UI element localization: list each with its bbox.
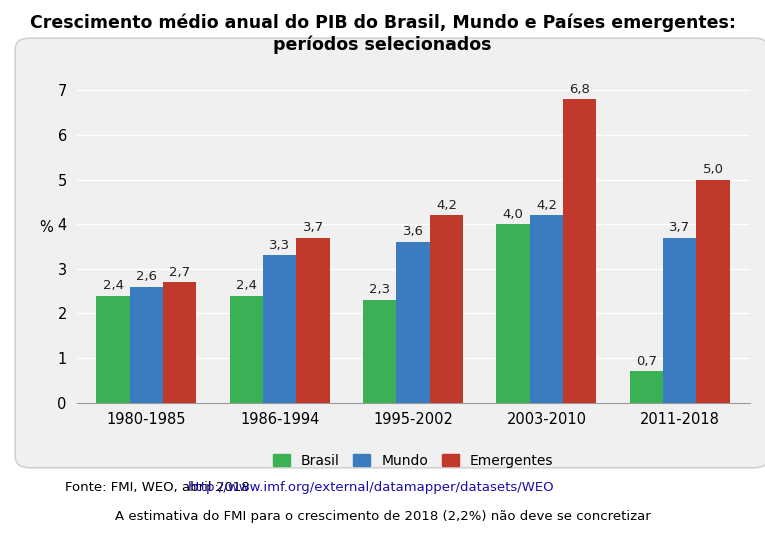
Bar (563, 99, 597, 403)
Text: 2,4: 2,4 (103, 279, 124, 292)
Text: 2,7: 2,7 (169, 265, 190, 279)
Text: 3,6: 3,6 (402, 225, 424, 238)
Text: 4,2: 4,2 (436, 199, 457, 212)
Bar (663, 238, 696, 403)
Text: 4,2: 4,2 (536, 199, 557, 212)
Text: http://www.imf.org/external/datamapper/datasets/WEO: http://www.imf.org/external/datamapper/d… (188, 481, 555, 494)
Text: 2,3: 2,3 (369, 283, 390, 296)
Text: 4,0: 4,0 (503, 208, 523, 220)
Text: 0,7: 0,7 (636, 355, 657, 368)
Bar (496, 224, 529, 403)
Text: A estimativa do FMI para o crescimento de 2018 (2,2%) não deve se concretizar: A estimativa do FMI para o crescimento d… (115, 510, 650, 523)
Text: 3,3: 3,3 (269, 239, 291, 252)
Text: 2,6: 2,6 (136, 270, 157, 283)
Y-axis label: %: % (40, 220, 53, 235)
Bar (630, 372, 663, 403)
Bar (163, 282, 197, 403)
Text: 2,4: 2,4 (236, 279, 257, 292)
Bar (230, 295, 263, 403)
Text: 3,7: 3,7 (302, 221, 324, 234)
Bar (430, 215, 463, 403)
Bar (363, 300, 396, 403)
Text: 3,7: 3,7 (669, 221, 690, 234)
Bar (297, 238, 330, 403)
Legend: Brasil, Mundo, Emergentes: Brasil, Mundo, Emergentes (267, 448, 559, 473)
Text: Crescimento médio anual do PIB do Brasil, Mundo e Países emergentes:: Crescimento médio anual do PIB do Brasil… (30, 14, 735, 32)
Bar (263, 255, 297, 403)
Text: 6,8: 6,8 (569, 83, 590, 96)
Text: períodos selecionados: períodos selecionados (273, 35, 492, 54)
Bar (696, 180, 730, 403)
Bar (396, 242, 430, 403)
Text: Fonte: FMI, WEO, abril 2018: Fonte: FMI, WEO, abril 2018 (65, 481, 254, 494)
Text: 5,0: 5,0 (702, 163, 724, 176)
Bar (529, 215, 563, 403)
Bar (130, 287, 163, 403)
Bar (96, 295, 130, 403)
